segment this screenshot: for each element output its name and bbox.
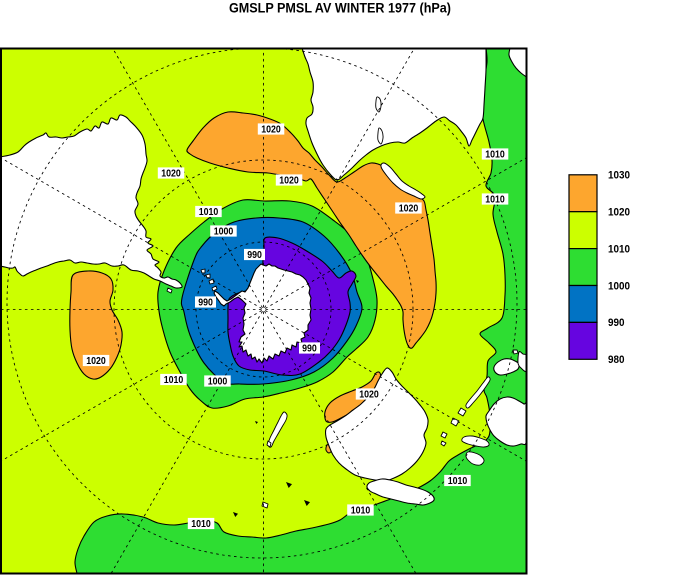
svg-text:1010: 1010 (448, 475, 468, 487)
svg-text:1010: 1010 (199, 206, 219, 218)
svg-text:990: 990 (247, 249, 262, 261)
svg-text:1010: 1010 (164, 374, 184, 386)
svg-text:1020: 1020 (86, 355, 106, 367)
svg-text:1000: 1000 (214, 226, 234, 238)
svg-text:1020: 1020 (608, 207, 630, 219)
svg-text:1010: 1010 (485, 149, 505, 161)
svg-text:1000: 1000 (208, 376, 228, 388)
svg-text:1030: 1030 (608, 170, 630, 182)
svg-text:990: 990 (608, 317, 625, 329)
svg-text:1010: 1010 (485, 194, 505, 206)
svg-text:1020: 1020 (279, 175, 299, 187)
svg-text:990: 990 (302, 343, 317, 355)
svg-text:1000: 1000 (608, 280, 630, 292)
svg-text:980: 980 (608, 354, 625, 366)
svg-text:1020: 1020 (359, 389, 379, 401)
svg-text:1020: 1020 (161, 168, 181, 180)
svg-text:990: 990 (198, 297, 213, 309)
svg-text:GMSLP PMSL AV WINTER 1977 (hPa: GMSLP PMSL AV WINTER 1977 (hPa) (229, 1, 451, 16)
svg-text:1010: 1010 (191, 518, 211, 530)
svg-text:1020: 1020 (261, 124, 281, 136)
svg-text:1010: 1010 (608, 243, 630, 255)
svg-text:1010: 1010 (351, 505, 371, 517)
svg-text:1020: 1020 (399, 203, 419, 215)
